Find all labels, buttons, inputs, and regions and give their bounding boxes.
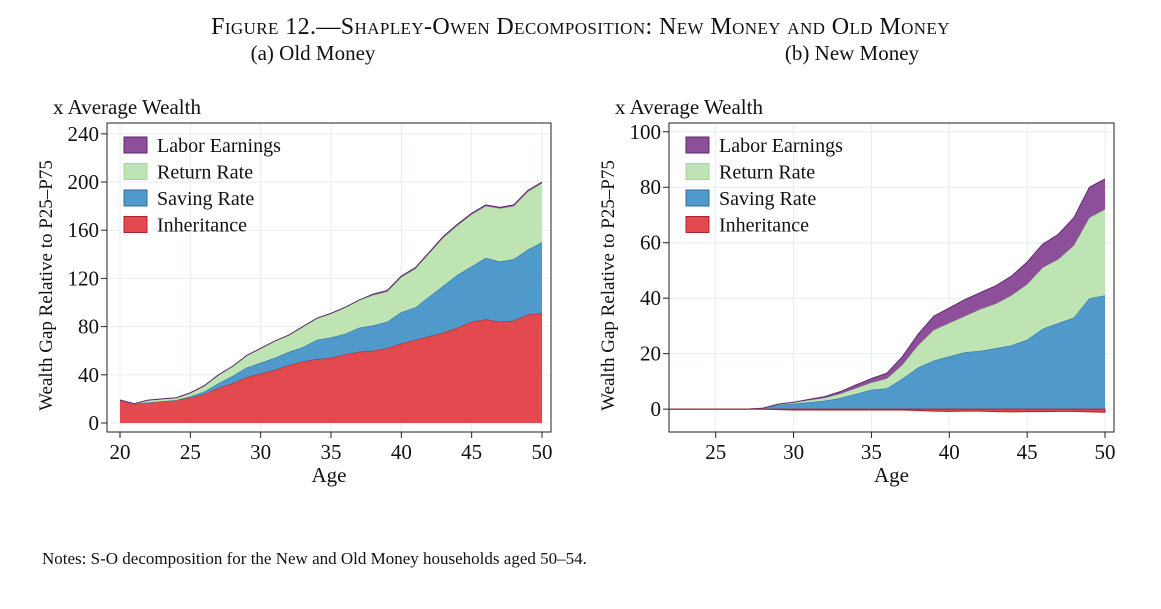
legend-label: Saving Rate	[157, 188, 254, 210]
x-tick-label: 35	[321, 440, 342, 464]
y-tick-label: 100	[630, 120, 662, 144]
y-tick-label: 20	[640, 342, 661, 366]
x-tick-label: 50	[532, 440, 553, 464]
y-axis-label: Wealth Gap Relative to P25–P75	[36, 160, 57, 411]
y-tick-label: 0	[651, 397, 662, 421]
y-tick-label: 40	[640, 286, 661, 310]
figure-title: Figure 12.—Shapley-Owen Decomposition: N…	[211, 14, 950, 40]
legend-label: Saving Rate	[719, 188, 816, 210]
x-tick-label: 30	[783, 440, 804, 464]
line-saving-rate	[119, 241, 543, 405]
legend-swatch-saving-rate	[123, 189, 148, 207]
panel-title-old-money: (a) Old Money	[250, 41, 376, 65]
legend-label: Return Rate	[719, 162, 815, 184]
plot-frame	[668, 122, 1115, 433]
area-inheritance-negative	[669, 408, 1106, 413]
x-axis-label: Age	[874, 463, 909, 487]
legend-label: Labor Earnings	[719, 135, 843, 157]
y-tick-label: 80	[78, 315, 99, 339]
x-tick-label: 30	[250, 440, 271, 464]
legend-swatch-return-rate	[123, 163, 148, 180]
x-tick-label: 50	[1095, 440, 1116, 464]
y-tick-label: 160	[68, 218, 100, 242]
legend-swatch-inheritance	[685, 216, 710, 233]
x-tick-label: 25	[705, 440, 726, 464]
y-tick-label: 60	[640, 231, 661, 255]
area-inheritance	[120, 313, 542, 423]
units-label: x Average Wealth	[615, 95, 763, 119]
figure-notes: Notes: S-O decomposition for the New and…	[42, 549, 587, 568]
x-tick-label: 35	[861, 440, 882, 464]
legend-label: Return Rate	[157, 162, 253, 184]
legend-label: Inheritance	[719, 215, 809, 237]
y-tick-label: 0	[89, 411, 100, 435]
legend-label: Inheritance	[157, 215, 247, 237]
x-tick-label: 25	[180, 440, 201, 464]
area-return-rate	[669, 209, 1105, 410]
x-tick-label: 20	[110, 440, 131, 464]
y-axis-label: Wealth Gap Relative to P25–P75	[598, 160, 619, 411]
area-saving-rate	[120, 242, 542, 404]
legend-swatch-return-rate	[685, 163, 710, 180]
line-labor-earnings	[119, 181, 543, 405]
panel-title-new-money: (b) New Money	[784, 41, 920, 65]
x-axis-label: Age	[312, 463, 347, 487]
legend-label: Labor Earnings	[157, 135, 281, 157]
x-tick-label: 45	[1017, 440, 1038, 464]
units-label: x Average Wealth	[53, 95, 201, 119]
legend-swatch-inheritance	[123, 216, 148, 233]
plot-frame	[106, 122, 552, 433]
legend-swatch-labor-earnings	[123, 136, 148, 154]
y-tick-label: 120	[68, 266, 100, 290]
x-tick-label: 40	[391, 440, 412, 464]
legend-swatch-saving-rate	[685, 189, 710, 207]
y-tick-label: 240	[68, 122, 100, 146]
x-tick-label: 45	[461, 440, 482, 464]
x-tick-label: 40	[939, 440, 960, 464]
area-saving-rate	[669, 295, 1105, 410]
legend-swatch-labor-earnings	[685, 136, 710, 154]
y-tick-label: 40	[78, 363, 99, 387]
y-tick-label: 80	[640, 175, 661, 199]
y-tick-label: 200	[68, 170, 100, 194]
